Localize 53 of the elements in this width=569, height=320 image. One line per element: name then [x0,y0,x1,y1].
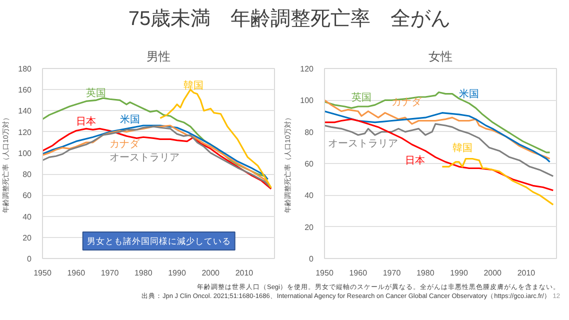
y-tick-label: 0 [309,254,314,264]
series-label: オーストラリア [110,152,180,164]
line-series [324,118,554,192]
chart-subtitle: 男性 [146,50,170,64]
y-tick-label: 140 [18,106,32,116]
y-tick-label: 40 [22,212,32,222]
series-label: カナダ [110,138,141,150]
x-tick-label: 1970 [382,268,402,278]
annotation: 男女とも諸外国同様に減少している [86,236,231,246]
series-label: オーストラリア [328,138,398,150]
y-tick-label: 120 [18,128,32,137]
y-tick-label: 80 [22,170,32,180]
chart-title: 女性 [428,50,452,64]
line-series [441,158,554,206]
series-label: 米国 [458,88,479,100]
y-tick-label: 180 [18,64,32,74]
x-tick-label: 2000 [484,268,502,278]
x-tick-label: 2010 [235,268,254,278]
x-tick-label: 1960 [67,268,86,278]
series-label: 日本 [76,116,96,128]
y-tick-label: 100 [300,96,314,106]
y-tick-label: 40 [304,191,314,200]
x-tick-label: 1980 [134,268,153,278]
x-tick-label: 1950 [316,268,334,278]
chart-title: 75歳未満 年齢調整死亡率 全がん [128,7,451,32]
series-label: 韓国 [452,142,472,154]
series-label: 英国 [86,87,106,100]
line-series [159,88,272,189]
y-tick-label: 20 [304,222,314,232]
line-series [324,110,551,163]
y-tick-label: 80 [304,128,314,137]
y-tick-label: 160 [18,86,32,95]
series-label: 韓国 [184,80,204,92]
series-label: 英国 [351,91,372,104]
x-tick-label: 1960 [349,268,368,278]
series-label: カナダ [392,96,423,108]
x-tick-label: 1950 [34,268,52,278]
y-tick-label: 0 [27,254,32,264]
y-tick-label: 100 [18,148,32,158]
y-tick-label: 120 [300,64,314,74]
y-tick-label: 20 [22,233,32,242]
line-series [324,123,554,177]
x-tick-label: 2010 [517,268,536,278]
series-label: 日本 [405,154,426,167]
x-tick-label: 1990 [450,268,468,278]
x-tick-label: 1970 [100,268,120,278]
line-series [42,97,266,177]
x-tick-label: 1990 [168,268,186,278]
x-tick-label: 2000 [202,268,220,278]
series-label: 米国 [120,114,140,126]
y-tick-label: 60 [22,191,32,200]
x-tick-label: 1980 [416,268,435,278]
y-tick-label: 60 [304,160,314,168]
